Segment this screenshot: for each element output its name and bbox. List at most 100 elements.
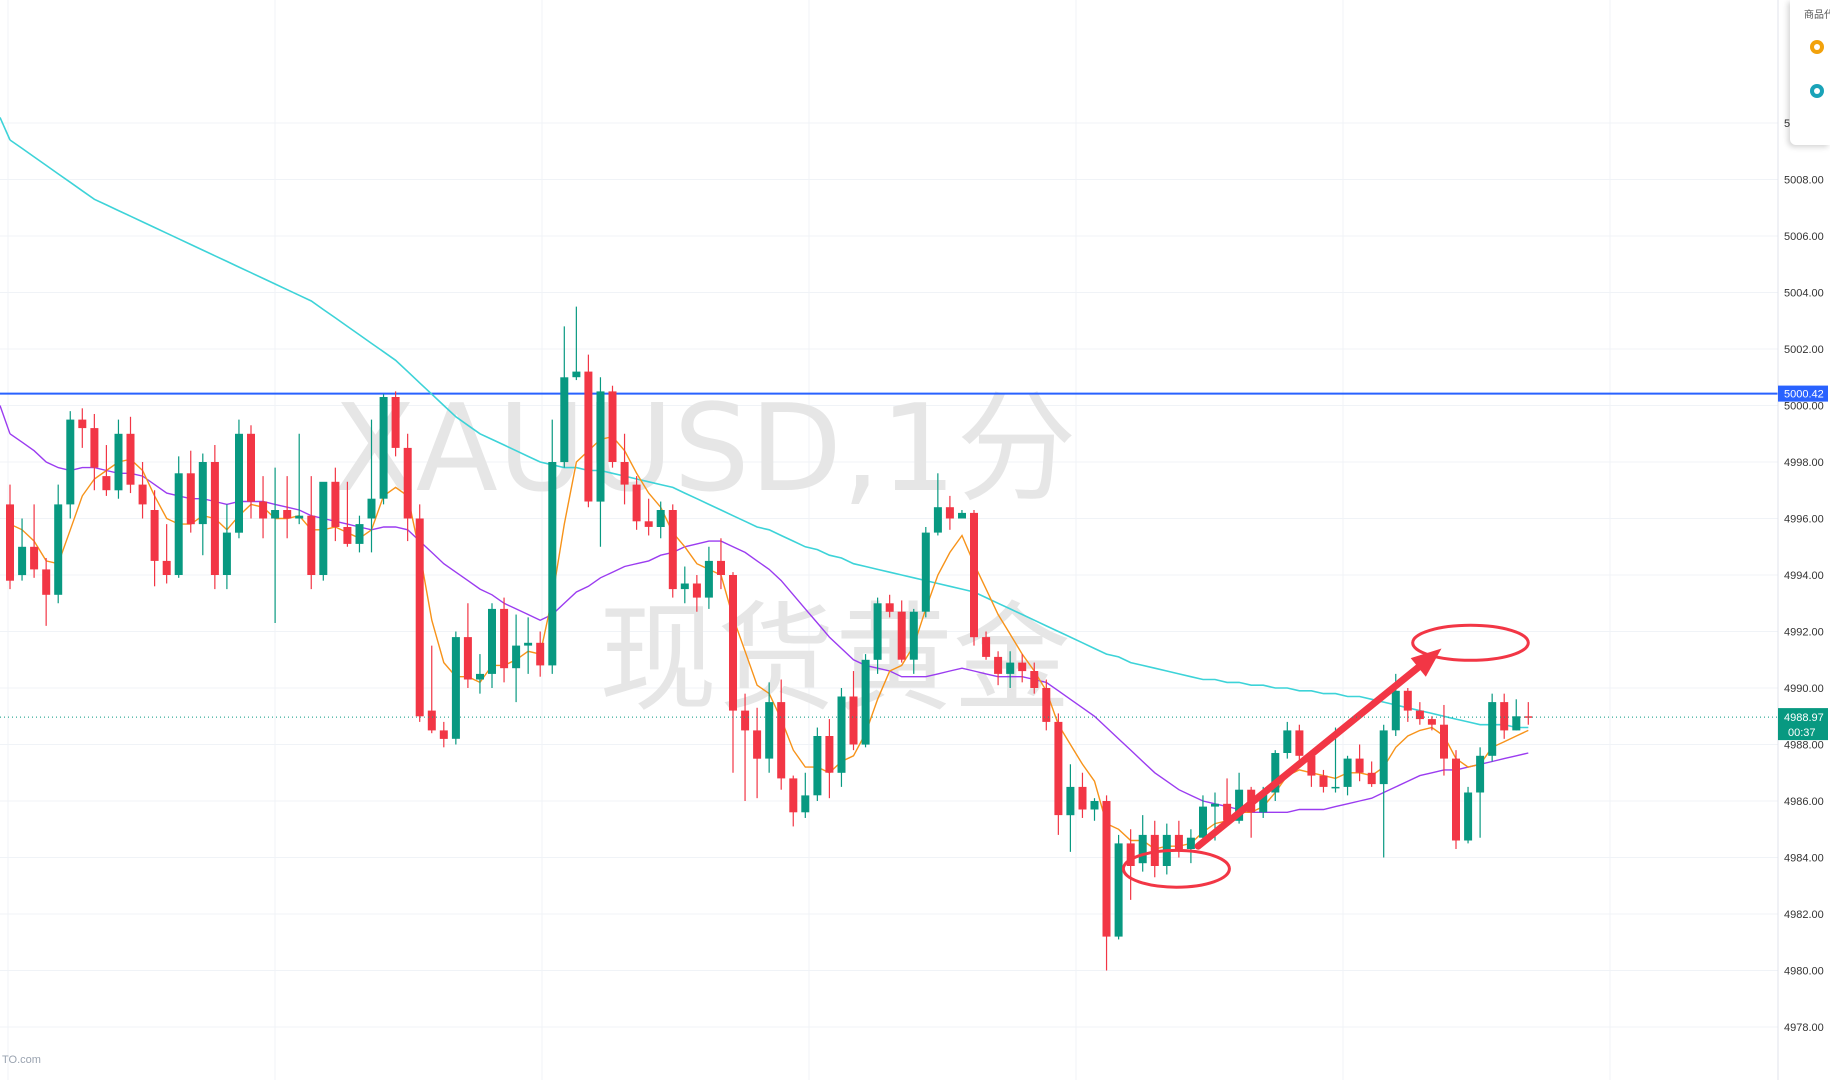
candle-118: [1427, 716, 1436, 731]
candle-body: [729, 575, 737, 711]
candle-67: [813, 727, 822, 801]
candle-22: [271, 467, 280, 624]
candle-64: [777, 679, 786, 790]
candle-8: [102, 445, 111, 496]
candle-113: [1367, 761, 1376, 787]
candle-body: [512, 645, 521, 669]
settings-gear-icon[interactable]: [1810, 84, 1824, 98]
candle-body: [476, 673, 484, 680]
candle-12: [150, 490, 159, 587]
candle-84: [1018, 654, 1027, 683]
candle-71: [861, 654, 870, 748]
candle-body: [596, 391, 605, 502]
candle-body: [319, 481, 328, 575]
candle-7: [90, 413, 99, 491]
candle-body: [210, 462, 219, 575]
candle-79: [958, 510, 966, 519]
candle-4: [54, 484, 63, 604]
candle-body: [1018, 662, 1027, 672]
candle-15: [186, 450, 195, 533]
candle-52: [632, 476, 641, 530]
candle-body: [367, 498, 376, 519]
candle-body: [572, 371, 581, 378]
y-tick-label: 4982.00: [1784, 909, 1824, 921]
y-tick-label: 4988.00: [1784, 740, 1824, 752]
high-ellipse: [1411, 623, 1530, 662]
candle-body: [982, 637, 991, 657]
candle-73: [885, 594, 894, 618]
y-tick-label: 4992.00: [1784, 627, 1824, 639]
candle-119: [1440, 704, 1448, 776]
candle-body: [500, 608, 509, 669]
candle-27: [331, 467, 340, 542]
candle-body: [235, 433, 243, 533]
candle-44: [536, 631, 545, 677]
candle-body: [54, 504, 63, 595]
candle-70: [849, 671, 858, 751]
candle-body: [90, 428, 99, 468]
candle-body: [150, 510, 159, 561]
candle-body: [909, 611, 918, 660]
candle-body: [1223, 803, 1232, 821]
candle-body: [1488, 702, 1497, 756]
candle-body: [186, 473, 195, 525]
candle-95: [1150, 820, 1159, 878]
candle-body: [837, 696, 846, 773]
candle-body: [1427, 719, 1436, 725]
candle-90: [1090, 798, 1099, 821]
candle-body: [198, 462, 207, 525]
candle-body: [1066, 786, 1075, 816]
candle-body: [921, 532, 930, 612]
candle-54: [656, 501, 665, 539]
candle-41: [500, 597, 509, 683]
candle-98: [1186, 829, 1195, 864]
candle-80: [970, 510, 978, 646]
candle-body: [692, 583, 701, 598]
candle-36: [439, 721, 448, 748]
candle-31: [379, 394, 388, 505]
candle-97: [1174, 820, 1183, 858]
ma-slow-extension: [0, 117, 11, 141]
candle-body: [1319, 775, 1328, 787]
candle-63: [765, 682, 774, 773]
gold-coin-icon[interactable]: [1810, 40, 1824, 54]
grid: [0, 0, 1778, 1080]
candle-72: [873, 597, 882, 674]
candle-body: [391, 397, 400, 448]
candle-25: [307, 476, 316, 590]
candle-body: [1391, 690, 1400, 731]
candle-body: [1174, 834, 1183, 849]
candle-28: [343, 481, 352, 547]
candle-43: [524, 617, 533, 674]
candle-body: [1138, 834, 1147, 864]
y-tick-label: 4990.00: [1784, 683, 1824, 695]
candle-body: [1476, 755, 1485, 793]
candle-body: [1331, 786, 1340, 789]
candle-body: [897, 611, 906, 660]
candle-83: [1006, 651, 1015, 688]
candle-18: [222, 504, 231, 590]
candle-body: [1030, 671, 1039, 688]
candle-body: [138, 484, 147, 505]
candle-109: [1319, 769, 1328, 793]
candle-body: [1126, 843, 1135, 866]
candle-body: [1464, 792, 1473, 841]
candle-62: [753, 707, 762, 799]
candle-10: [126, 416, 135, 494]
candle-114: [1379, 724, 1388, 858]
y-tick-label: 4978.00: [1784, 1022, 1824, 1034]
candle-body: [379, 397, 388, 499]
candle-body: [271, 510, 280, 519]
candle-107: [1295, 724, 1304, 765]
price-axis[interactable]: 5010.005008.005006.005004.005002.005000.…: [1777, 0, 1830, 1080]
hline-badge-label: 5000.42: [1784, 389, 1824, 401]
side-panel-label: 商品代: [1804, 10, 1830, 21]
candle-body: [1500, 702, 1509, 731]
candle-body: [861, 659, 870, 745]
candle-0: [6, 484, 14, 590]
candle-body: [18, 546, 27, 576]
candle-body: [680, 583, 689, 590]
candle-body: [789, 778, 798, 813]
candle-body: [668, 510, 677, 590]
